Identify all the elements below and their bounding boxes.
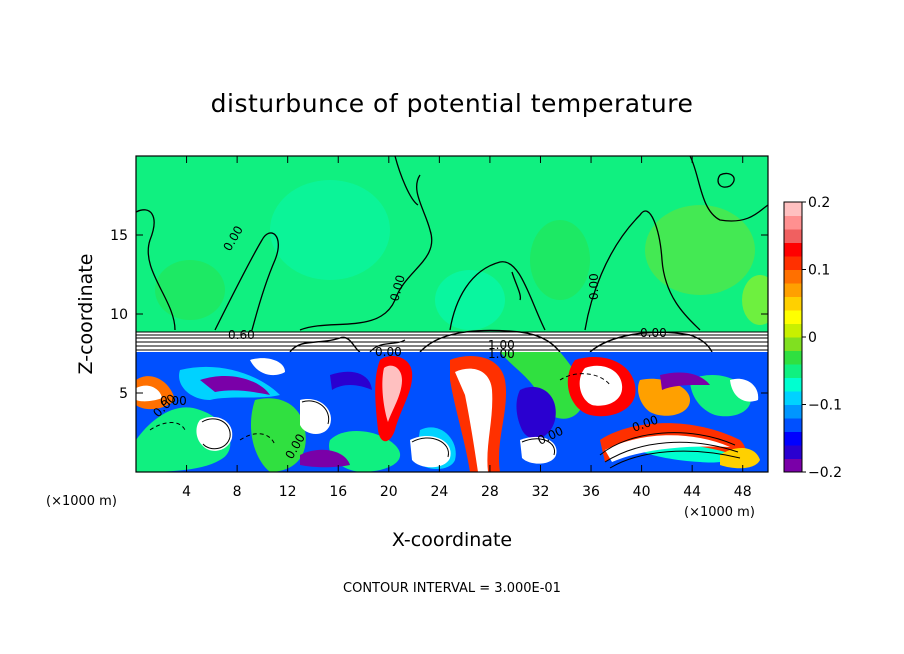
colorbar-swatch — [784, 256, 802, 270]
contour-label: 1.00 — [488, 338, 515, 352]
colorbar-tick-label: 0.1 — [808, 263, 830, 279]
colorbar-swatch — [784, 364, 802, 378]
x-tick-label: 28 — [481, 484, 499, 500]
chart-title: disturbunce of potential temperature — [211, 89, 694, 118]
x-axis-label: X-coordinate — [392, 529, 512, 551]
colorbar-tick-label: 0.2 — [808, 195, 830, 211]
colorbar-tick-label: −0.1 — [808, 398, 842, 414]
x-tick-label: 44 — [683, 484, 701, 500]
contour-label: 0.00 — [387, 273, 407, 302]
colorbar-swatch — [784, 242, 802, 257]
y-tick-label: 5 — [119, 386, 128, 402]
colorbar-swatch — [784, 404, 802, 419]
x-tick-label: 40 — [633, 484, 651, 500]
lower-contours — [149, 373, 741, 469]
x-tick-label: 20 — [380, 484, 398, 500]
colorbar-swatch — [784, 202, 802, 216]
x-tick-label: 8 — [233, 484, 242, 500]
plot-area — [136, 156, 768, 472]
colorbar-swatch — [784, 215, 802, 230]
upper-field-variations — [155, 180, 768, 330]
contour-label: 0.00 — [375, 345, 402, 359]
x-tick-label: 16 — [329, 484, 347, 500]
contour-label: 0.00 — [160, 394, 187, 408]
x-axis: 4 8 12 16 20 24 28 32 36 40 44 48 — [182, 156, 752, 500]
colorbar-tick-label: 0 — [808, 330, 817, 346]
x-tick-label: 4 — [182, 484, 191, 500]
colorbar-swatch — [784, 269, 802, 284]
x-tick-label: 12 — [279, 484, 297, 500]
colorbar-swatch — [784, 310, 802, 324]
colorbar-swatch — [784, 350, 802, 365]
contour-interval-note: CONTOUR INTERVAL = 3.000E-01 — [343, 581, 561, 596]
colorbar-swatch — [784, 391, 802, 405]
contour-label: 0.00 — [587, 273, 601, 300]
x-tick-label: 48 — [734, 484, 752, 500]
x-tick-label: 32 — [532, 484, 550, 500]
y-tick-label: 15 — [110, 228, 128, 244]
colorbar-swatch — [784, 283, 802, 297]
colorbar-swatch — [784, 431, 802, 446]
colorbar-swatch — [784, 377, 802, 392]
x-unit-right: (×1000 m) — [684, 505, 755, 520]
contour-label: 0.60 — [228, 328, 255, 342]
contour-label: 1.00 — [488, 347, 515, 361]
colorbar-swatch — [784, 445, 802, 459]
colorbar-swatch — [784, 323, 802, 338]
colorbar-tick-label: −0.2 — [808, 465, 842, 481]
upper-field — [136, 156, 768, 332]
x-tick-label: 36 — [582, 484, 600, 500]
x-tick-label: 24 — [430, 484, 448, 500]
upper-contours — [136, 156, 768, 331]
colorbar-swatch — [784, 458, 802, 473]
colorbar-swatch — [784, 337, 802, 351]
colorbar — [783, 201, 803, 473]
y-tick-label: 10 — [110, 307, 128, 323]
colorbar-swatch — [784, 296, 802, 311]
colorbar-swatch — [784, 418, 802, 432]
colorbar-swatch — [784, 229, 802, 243]
y-axis: 5 10 15 — [110, 228, 768, 402]
contour-label: 0.00 — [640, 326, 667, 340]
band-contours — [136, 329, 768, 353]
lower-eddies — [136, 352, 760, 472]
y-axis-label: Z-coordinate — [75, 254, 97, 375]
colorbar-ticks: 0.2 0.1 0 −0.1 −0.2 — [802, 195, 842, 481]
x-unit-left: (×1000 m) — [46, 494, 117, 509]
